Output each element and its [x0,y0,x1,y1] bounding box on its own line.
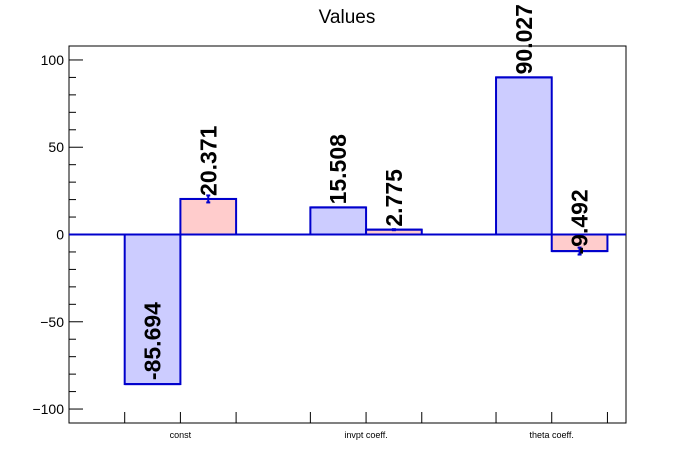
bar [309,206,368,236]
bar [123,233,182,386]
y-tick-label: 0 [56,227,64,243]
bar [179,197,238,236]
bar-value-label: -85.694 [140,302,166,380]
y-tick-label: −100 [32,401,64,417]
category-label: const [170,430,192,440]
y-tick-label: −50 [40,314,64,330]
data-labels: -85.694 15.508 90.027 20.371 2.775 -9.492 [140,4,593,380]
y-tick-label: 100 [41,52,65,68]
bars [123,76,609,386]
bar [495,76,553,236]
bar-value-label: 90.027 [511,4,537,74]
chart-title: Values [319,7,376,28]
bar-value-label: 15.508 [325,134,351,205]
bar-value-label: -9.492 [567,189,593,254]
category-label: theta coeff. [530,430,574,440]
bar-value-label: 2.775 [381,169,407,227]
y-axis: −100 −50 0 50 100 [32,52,83,417]
x-axis: const invpt coeff. theta coeff. [124,412,608,440]
category-label: invpt coeff. [344,430,387,440]
bar-value-label: 20.371 [195,125,221,196]
y-tick-label: 50 [48,139,64,155]
